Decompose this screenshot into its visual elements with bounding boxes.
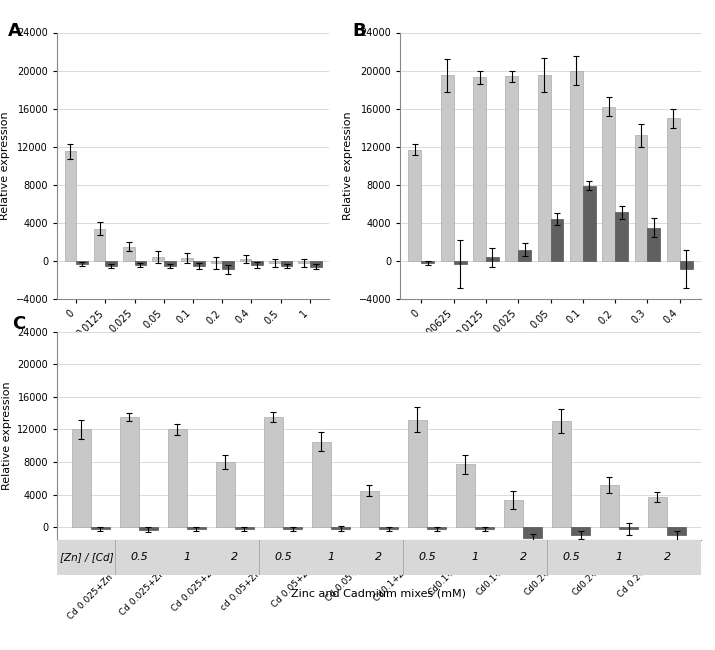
Bar (164, 261, 175, 266)
Bar (360, 491, 379, 527)
Text: 1: 1 (471, 552, 478, 562)
Bar (312, 441, 331, 527)
Bar (455, 465, 475, 527)
Text: 0.5: 0.5 (130, 552, 148, 562)
Bar (667, 118, 680, 261)
Bar (193, 261, 204, 266)
Bar (408, 420, 427, 527)
X-axis label: Zinc (mM): Zinc (mM) (164, 344, 222, 355)
Bar (583, 186, 596, 261)
Bar (134, 261, 147, 265)
Bar (252, 261, 263, 265)
Bar (440, 75, 454, 261)
Y-axis label: Relative expression: Relative expression (2, 381, 12, 490)
Bar (504, 500, 523, 527)
Bar (475, 527, 494, 529)
Bar (187, 527, 206, 529)
Bar (600, 485, 619, 527)
Bar (486, 257, 499, 261)
Text: 2: 2 (375, 552, 383, 562)
Bar (518, 250, 531, 261)
Bar (310, 261, 322, 266)
Bar (571, 527, 591, 534)
Text: B: B (352, 22, 366, 40)
Text: 0.5: 0.5 (418, 552, 436, 562)
Text: 0.5: 0.5 (274, 552, 292, 562)
Bar (91, 527, 110, 529)
Bar (152, 257, 164, 261)
Bar (647, 227, 661, 261)
Bar (77, 261, 88, 264)
Bar (264, 417, 283, 527)
Bar (139, 527, 158, 530)
Bar (119, 417, 139, 527)
X-axis label: Cadmium (mM): Cadmium (mM) (508, 349, 593, 359)
Bar (269, 261, 281, 263)
Bar (506, 76, 518, 261)
Text: 2: 2 (664, 552, 671, 562)
Bar (421, 261, 434, 263)
Bar (408, 150, 421, 261)
Bar (298, 261, 310, 263)
Bar (619, 527, 638, 529)
Text: 2: 2 (232, 552, 238, 562)
Bar (64, 151, 77, 261)
Text: 1: 1 (183, 552, 190, 562)
Bar (538, 75, 551, 261)
Text: 1: 1 (327, 552, 335, 562)
Bar (123, 246, 134, 261)
Bar (680, 261, 693, 268)
Bar (552, 421, 571, 527)
Bar (216, 462, 235, 527)
Text: 0.5: 0.5 (562, 552, 580, 562)
Y-axis label: Relative expression: Relative expression (0, 111, 10, 220)
Text: [Zn] / [Cd]: [Zn] / [Cd] (59, 552, 113, 562)
Bar (379, 527, 398, 529)
Bar (551, 219, 563, 261)
Bar (94, 229, 105, 261)
Bar (331, 527, 350, 529)
Bar (222, 261, 234, 270)
Text: C: C (12, 315, 26, 333)
Text: 1: 1 (616, 552, 623, 562)
Bar (283, 527, 302, 529)
Text: Zinc and Cadmium mixes (mM): Zinc and Cadmium mixes (mM) (292, 588, 466, 598)
Bar (211, 261, 222, 263)
Bar (634, 135, 647, 261)
Bar (648, 497, 667, 527)
Bar (454, 261, 467, 264)
Bar (182, 258, 193, 261)
Y-axis label: Relative expression: Relative expression (343, 111, 353, 220)
Bar (281, 261, 292, 266)
Bar (667, 527, 686, 536)
Bar (570, 71, 583, 261)
Bar (105, 261, 117, 266)
Bar (235, 527, 254, 529)
Bar (523, 527, 542, 538)
Bar (167, 430, 187, 527)
Bar (615, 213, 628, 261)
Bar (72, 430, 91, 527)
Bar (240, 259, 252, 261)
Text: A: A (9, 22, 22, 40)
Bar (473, 77, 486, 261)
Bar (427, 527, 446, 529)
Text: 2: 2 (520, 552, 526, 562)
Bar (602, 107, 615, 261)
